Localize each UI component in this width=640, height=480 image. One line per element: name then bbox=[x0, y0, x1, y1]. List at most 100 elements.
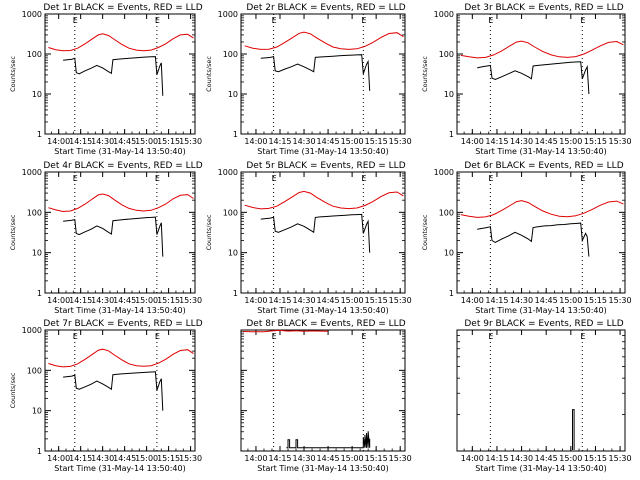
plot-frame bbox=[456, 13, 626, 135]
x-tick-label: 15:30 bbox=[609, 137, 632, 146]
x-axis-label: Start Time (31-May-14 13:50:40) bbox=[475, 464, 606, 473]
event-marker-label: E bbox=[272, 174, 277, 183]
events-series-line bbox=[572, 409, 575, 450]
event-marker-label: E bbox=[488, 16, 493, 25]
plot-title: Det 5r BLACK = Events, RED = LLD bbox=[246, 161, 405, 171]
x-tick-label: 14:15 bbox=[69, 296, 92, 305]
events-series-line bbox=[477, 222, 590, 257]
plot-frame bbox=[456, 171, 626, 294]
x-tick-label: 15:30 bbox=[389, 296, 412, 305]
y-tick-label: 1000 bbox=[218, 10, 238, 19]
x-tick-label: 14:30 bbox=[293, 137, 316, 146]
x-tick-label: 15:15 bbox=[584, 137, 607, 146]
x-axis-label: Start Time (31-May-14 13:50:40) bbox=[257, 306, 388, 315]
plot-title: Det 3r BLACK = Events, RED = LLD bbox=[464, 3, 623, 13]
x-tick-label: 15:00 bbox=[559, 296, 582, 305]
x-axis-label: Start Time (31-May-14 13:50:40) bbox=[54, 147, 185, 156]
x-tick-label: 15:30 bbox=[179, 137, 202, 146]
x-tick-label: 14:45 bbox=[317, 137, 340, 146]
x-tick-label: 15:15 bbox=[157, 296, 180, 305]
x-tick-label: 14:15 bbox=[485, 296, 508, 305]
plot-title: Det 8r BLACK = Events, RED = LLD bbox=[246, 319, 405, 329]
x-tick-label: 14:00 bbox=[461, 454, 484, 463]
y-tick-label: 1000 bbox=[22, 168, 42, 177]
events-series-line bbox=[63, 371, 164, 411]
y-tick-label: 1 bbox=[449, 289, 454, 298]
y-tick-label: 100 bbox=[27, 208, 42, 217]
lld-series-line bbox=[460, 40, 624, 59]
x-tick-label: 14:45 bbox=[317, 454, 340, 463]
y-tick-label: 100 bbox=[223, 50, 238, 59]
x-tick-label: 14:45 bbox=[535, 454, 558, 463]
x-tick-label: 14:30 bbox=[91, 296, 114, 305]
y-tick-label: 10 bbox=[32, 407, 42, 416]
x-tick-label: 15:00 bbox=[341, 296, 364, 305]
y-tick-label: 10 bbox=[228, 249, 238, 258]
plot-frame bbox=[44, 329, 196, 452]
lld-series-line bbox=[48, 33, 194, 52]
y-axis-label: Counts/sec bbox=[205, 214, 213, 250]
x-tick-label: 15:30 bbox=[609, 454, 632, 463]
event-marker-label: E bbox=[361, 174, 366, 183]
x-tick-label: 15:15 bbox=[157, 454, 180, 463]
y-tick-label: 1 bbox=[233, 130, 238, 139]
x-tick-label: 14:15 bbox=[485, 137, 508, 146]
x-tick-label: 15:30 bbox=[179, 454, 202, 463]
events-series-line bbox=[63, 216, 164, 257]
plot-title: Det 4r BLACK = Events, RED = LLD bbox=[43, 161, 202, 171]
events-series-line bbox=[260, 213, 371, 253]
x-axis-label: Start Time (31-May-14 13:50:40) bbox=[54, 306, 185, 315]
event-marker-label: E bbox=[488, 174, 493, 183]
panel-det-5: Det 5r BLACK = Events, RED = LLD 14:00 14:… bbox=[205, 161, 412, 315]
x-tick-label: 15:00 bbox=[341, 137, 364, 146]
x-tick-label: 14:30 bbox=[293, 454, 316, 463]
event-marker-label: E bbox=[155, 174, 160, 183]
y-tick-label: 1000 bbox=[22, 326, 42, 335]
event-marker-label: E bbox=[73, 332, 78, 341]
plot-frame bbox=[240, 171, 406, 294]
y-axis-label: Counts/sec bbox=[205, 56, 213, 92]
event-marker-label: E bbox=[580, 332, 585, 341]
y-tick-label: 1 bbox=[37, 447, 42, 456]
x-tick-label: 15:30 bbox=[609, 296, 632, 305]
x-tick-label: 14:00 bbox=[244, 296, 267, 305]
lld-series-line bbox=[48, 348, 194, 368]
x-tick-label: 15:15 bbox=[365, 137, 388, 146]
x-tick-label: 14:15 bbox=[485, 454, 508, 463]
plot-frame bbox=[240, 13, 406, 135]
event-marker-label: E bbox=[272, 16, 277, 25]
y-axis-label: Counts/sec bbox=[9, 56, 17, 92]
events-series-line bbox=[286, 431, 371, 449]
y-axis-label: Counts/sec bbox=[421, 56, 429, 92]
y-tick-label: 100 bbox=[27, 50, 42, 59]
y-tick-label: 1 bbox=[37, 130, 42, 139]
x-tick-label: 14:00 bbox=[47, 137, 70, 146]
y-tick-label: 100 bbox=[439, 50, 454, 59]
event-marker-label: E bbox=[580, 16, 585, 25]
lld-series-line bbox=[48, 193, 194, 213]
x-tick-label: 15:15 bbox=[157, 137, 180, 146]
x-tick-label: 14:00 bbox=[244, 137, 267, 146]
y-tick-label: 1 bbox=[37, 289, 42, 298]
x-tick-label: 14:15 bbox=[69, 454, 92, 463]
lld-series-line bbox=[243, 329, 329, 333]
x-tick-label: 15:15 bbox=[584, 454, 607, 463]
x-tick-label: 14:45 bbox=[113, 137, 136, 146]
y-tick-label: 10 bbox=[32, 249, 42, 258]
x-axis-label: Start Time (31-May-14 13:50:40) bbox=[475, 147, 606, 156]
lld-series-line bbox=[244, 190, 404, 210]
events-series-line bbox=[63, 56, 164, 96]
x-tick-label: 15:30 bbox=[179, 296, 202, 305]
panel-det-4: Det 4r BLACK = Events, RED = LLD14:0014:… bbox=[9, 161, 203, 315]
x-tick-label: 15:15 bbox=[365, 296, 388, 305]
event-marker-label: E bbox=[155, 16, 160, 25]
y-tick-label: 1 bbox=[233, 289, 238, 298]
plot-title: Det 6r BLACK = Events, RED = LLD bbox=[464, 161, 623, 171]
x-tick-label: 14:15 bbox=[268, 296, 291, 305]
x-tick-label: 14:45 bbox=[113, 454, 136, 463]
plot-title: Det 7r BLACK = Events, RED = LLD bbox=[43, 319, 202, 329]
x-tick-label: 14:00 bbox=[461, 137, 484, 146]
